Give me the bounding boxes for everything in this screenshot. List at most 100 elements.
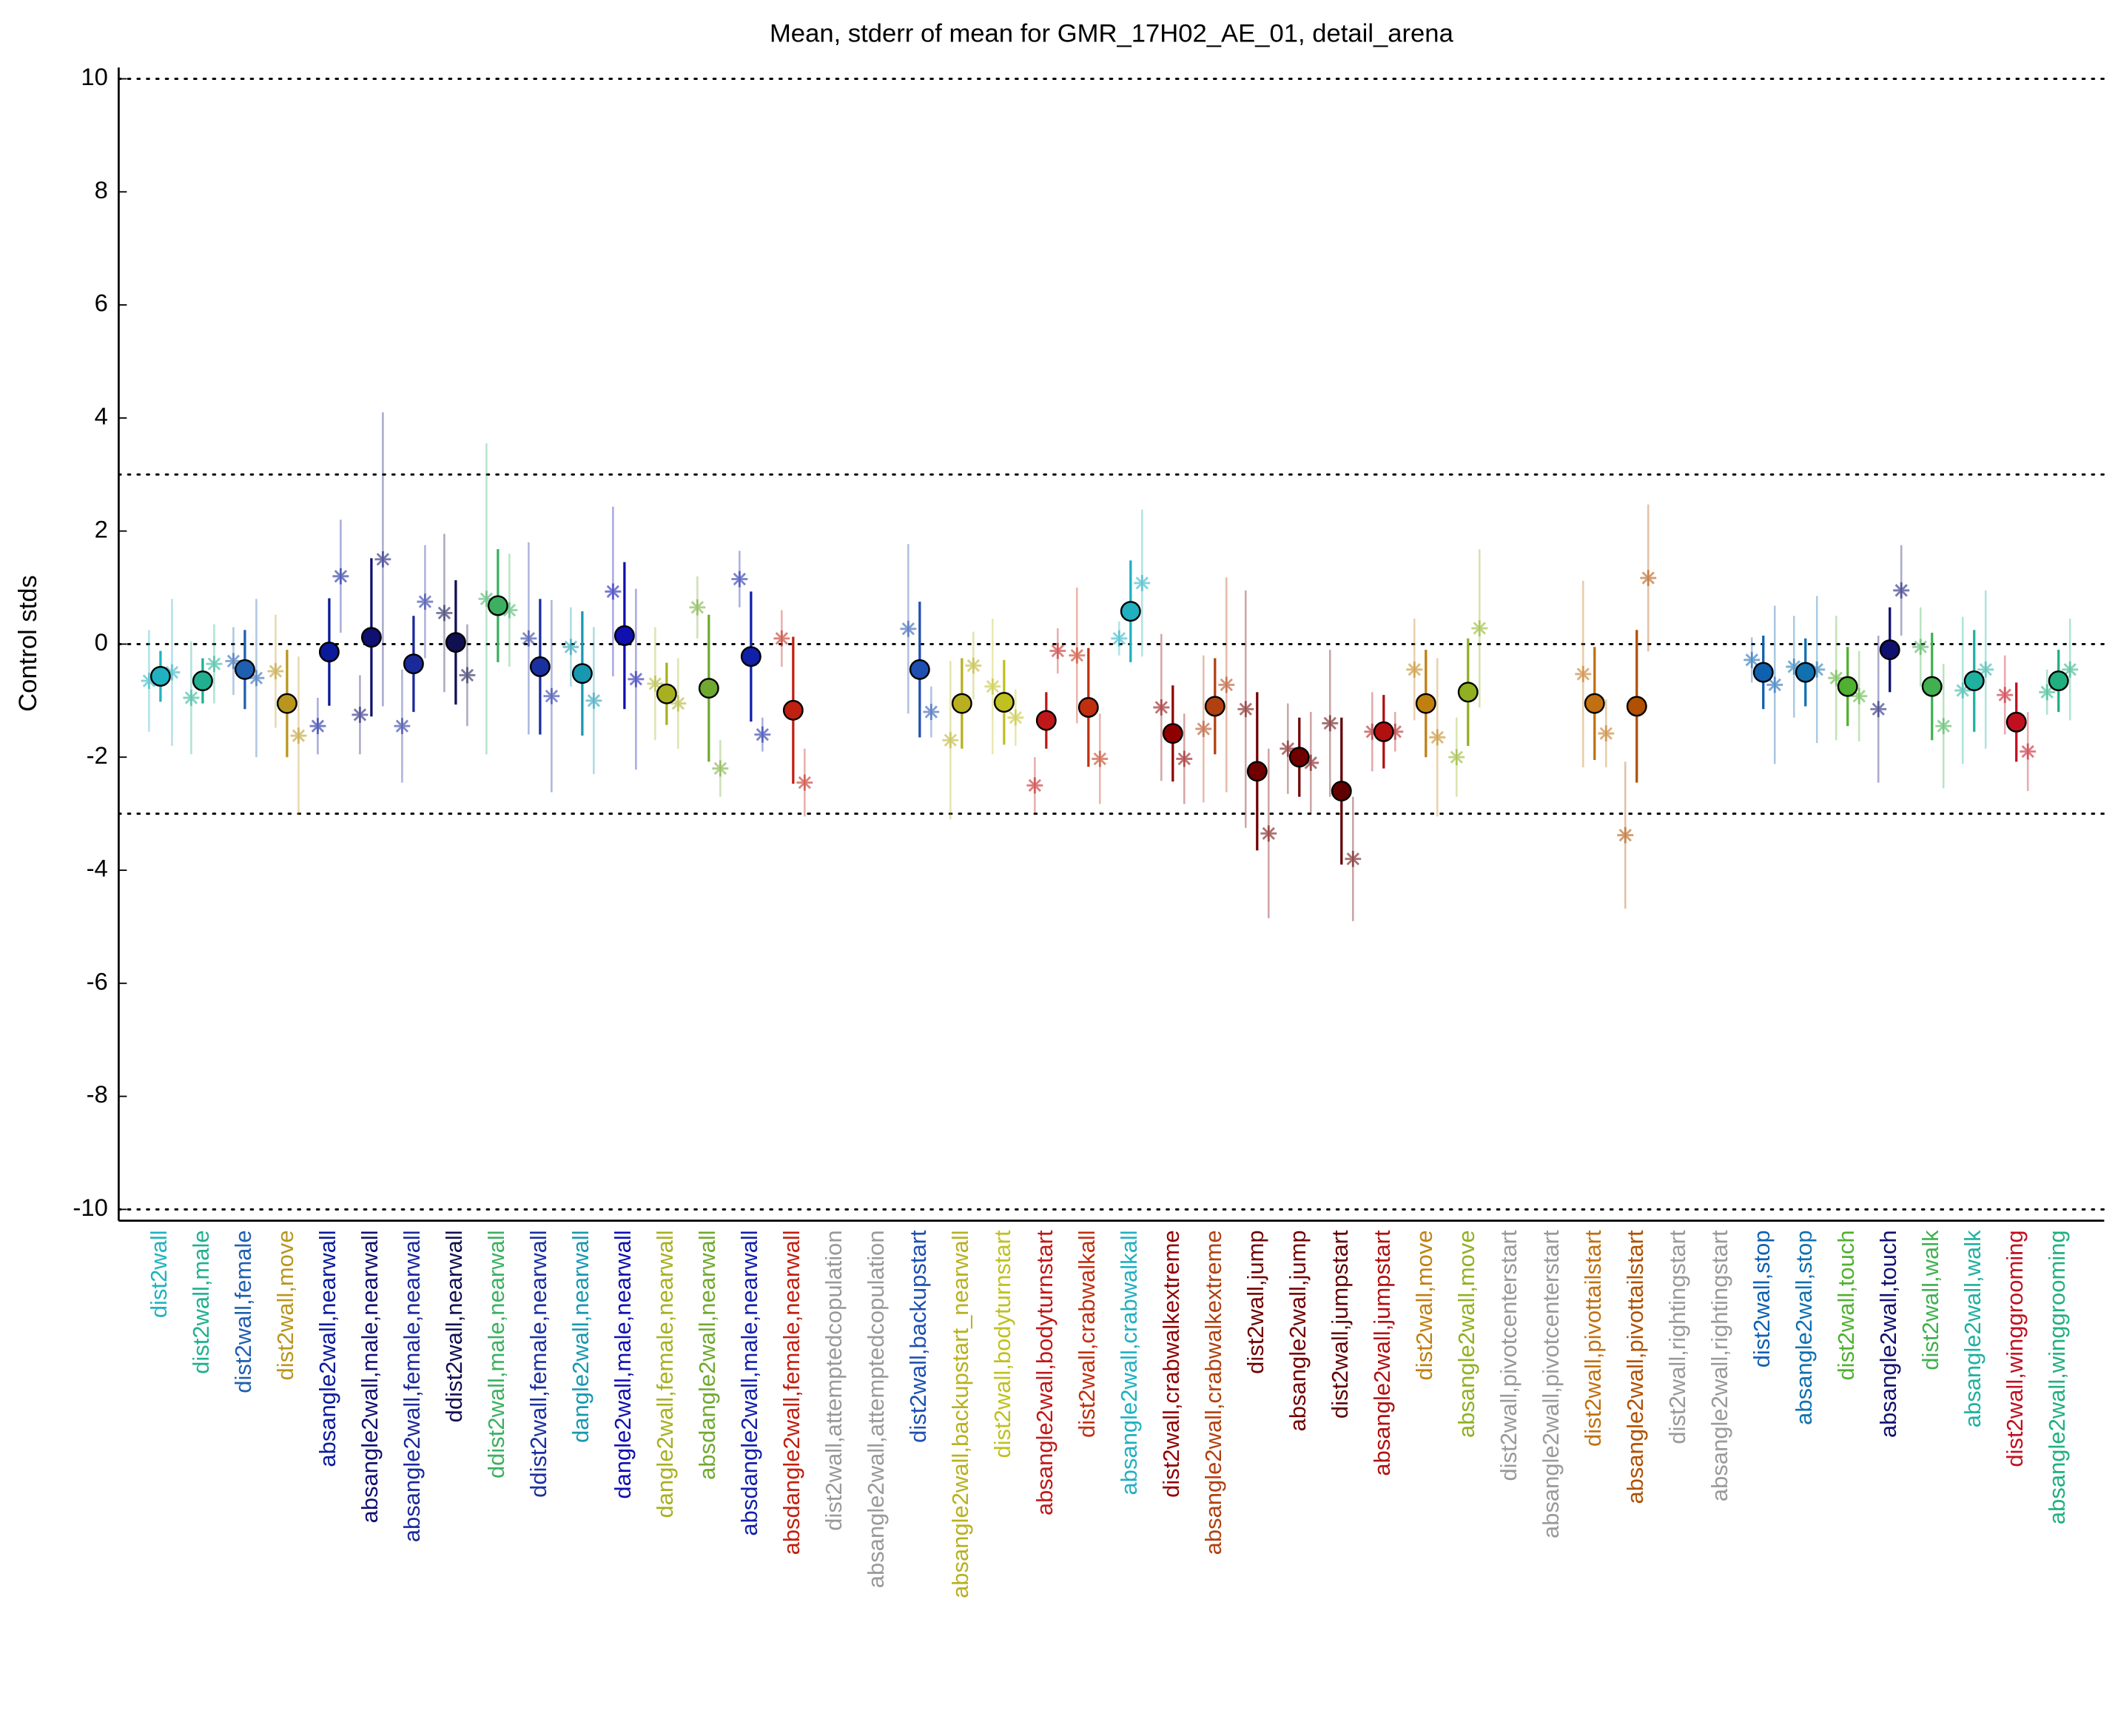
- asterisk: [1218, 676, 1235, 693]
- mean-marker: [276, 693, 297, 714]
- mean-marker: [1120, 601, 1141, 622]
- asterisk: [1744, 651, 1761, 668]
- y-tick-label: 8: [95, 176, 108, 203]
- asterisk: [1049, 642, 1066, 659]
- asterisk: [731, 571, 748, 588]
- x-tick-label: absangle2wall,touch: [1875, 1230, 1901, 1438]
- asterisk-stroke: [924, 705, 938, 719]
- asterisk-stroke: [207, 657, 221, 670]
- asterisk: [900, 620, 917, 637]
- asterisk-stroke: [1051, 644, 1064, 658]
- asterisk: [1111, 630, 1128, 647]
- asterisk-stroke: [756, 727, 770, 741]
- asterisk: [1935, 718, 1952, 735]
- mean-marker: [1921, 676, 1943, 697]
- asterisk: [605, 583, 622, 600]
- x-tick-label: absangle2wall,nearwall: [315, 1230, 340, 1467]
- x-tick-label: dist2wall,walk: [1917, 1230, 1943, 1370]
- asterisk-stroke: [1768, 678, 1781, 692]
- asterisk-stroke: [1450, 750, 1463, 764]
- asterisk: [965, 657, 982, 674]
- asterisk-stroke: [1304, 756, 1317, 770]
- asterisk-stroke: [713, 761, 727, 776]
- asterisk: [1134, 574, 1151, 591]
- x-tick-label: dangle2wall,nearwall: [568, 1230, 594, 1443]
- asterisk-stroke: [1914, 640, 1927, 653]
- y-tick-label: 6: [95, 289, 108, 317]
- asterisk: [1345, 850, 1362, 867]
- chart-title: Mean, stderr of mean for GMR_17H02_AE_01…: [770, 20, 1454, 48]
- asterisk: [1870, 701, 1887, 718]
- mean-marker: [1035, 710, 1057, 731]
- asterisk: [352, 706, 369, 723]
- x-tick-label: dangle2wall,female,nearwall: [652, 1230, 678, 1518]
- x-tick-label: absangle2wall,female,nearwall: [399, 1230, 425, 1542]
- x-tick-label: absangle2wall,backupstart_nearwall: [947, 1230, 973, 1598]
- x-tick-label: dist2wall,backupstart: [905, 1230, 931, 1443]
- y-tick-label: 4: [95, 403, 108, 430]
- asterisk-stroke: [671, 696, 685, 710]
- asterisk: [1322, 715, 1339, 732]
- asterisk-stroke: [1009, 711, 1023, 724]
- mean-marker: [1331, 781, 1352, 801]
- asterisk-stroke: [1894, 584, 1908, 597]
- mean-marker: [782, 699, 804, 721]
- y-tick-label: 0: [95, 628, 108, 656]
- asterisk: [290, 727, 307, 744]
- x-tick-label: dist2wall,pivottailstart: [1580, 1230, 1606, 1447]
- asterisk-stroke: [629, 673, 643, 686]
- y-tick-label: -4: [87, 855, 108, 882]
- asterisk-stroke: [311, 719, 325, 733]
- x-tick-label: dangle2wall,male,nearwall: [610, 1230, 636, 1498]
- mean-marker: [1288, 747, 1310, 768]
- asterisk: [394, 718, 411, 735]
- mean-marker: [656, 683, 677, 704]
- mean-marker: [1246, 761, 1268, 782]
- asterisk: [183, 690, 200, 706]
- x-tick-label: absangle2wall,move: [1453, 1230, 1479, 1438]
- mean-marker: [1457, 682, 1479, 703]
- asterisk: [1617, 827, 1634, 844]
- mean-marker: [1837, 676, 1858, 697]
- mean-marker: [1584, 693, 1605, 714]
- x-tick-label: dist2wall,bodyturnstart: [989, 1230, 1015, 1459]
- x-tick-label: ddist2wall,female,nearwall: [525, 1230, 551, 1497]
- y-axis-label: Control stds: [14, 575, 42, 712]
- asterisk-stroke: [1262, 827, 1275, 841]
- asterisk: [585, 692, 602, 709]
- asterisk-stroke: [564, 640, 578, 653]
- asterisk: [1026, 777, 1043, 794]
- asterisk-stroke: [1197, 722, 1210, 736]
- asterisk: [942, 732, 959, 749]
- mean-marker: [1373, 721, 1394, 742]
- asterisk: [206, 656, 223, 673]
- asterisk-stroke: [901, 622, 915, 636]
- asterisk: [1195, 721, 1212, 737]
- asterisk: [689, 599, 706, 616]
- asterisk: [1575, 665, 1592, 682]
- asterisk-stroke: [522, 632, 536, 645]
- asterisk: [773, 630, 790, 647]
- mean-marker: [2005, 711, 2027, 733]
- asterisk-stroke: [353, 708, 367, 721]
- mean-marker: [487, 595, 508, 616]
- y-tick-label: -6: [87, 967, 108, 995]
- asterisk-stroke: [2063, 663, 2077, 676]
- x-tick-label: dist2wall,stop: [1749, 1230, 1775, 1367]
- asterisk: [1977, 661, 1994, 678]
- asterisk: [1153, 699, 1170, 716]
- asterisk-stroke: [1239, 702, 1252, 716]
- mean-marker: [445, 632, 466, 653]
- asterisk: [543, 687, 560, 704]
- y-tick-label: -2: [87, 741, 108, 769]
- asterisk-stroke: [690, 601, 705, 614]
- mean-marker: [403, 653, 424, 675]
- asterisk-stroke: [184, 691, 198, 704]
- x-tick-label: absangle2wall,pivotcenterstart: [1538, 1230, 1564, 1538]
- mean-marker: [613, 625, 635, 646]
- asterisk-stroke: [966, 659, 981, 673]
- x-tick-label: absdangle2wall,female,nearwall: [779, 1230, 804, 1555]
- mean-marker: [2048, 670, 2069, 692]
